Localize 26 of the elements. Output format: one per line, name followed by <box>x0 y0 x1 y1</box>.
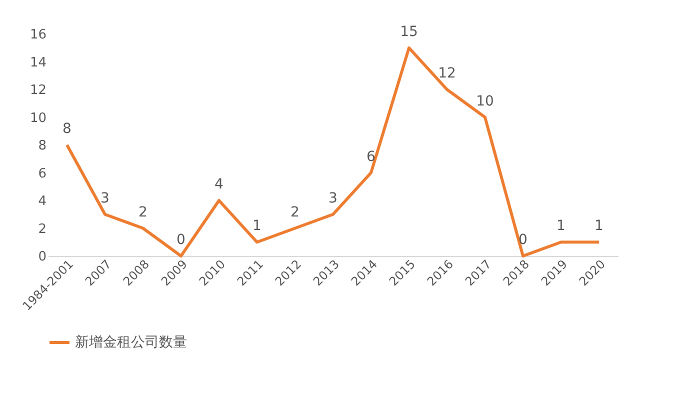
data-label: 1 <box>556 218 566 234</box>
data-label: 2 <box>290 204 300 220</box>
y-tick-label: 8 <box>38 138 46 154</box>
y-tick-label: 6 <box>38 166 46 182</box>
data-label: 0 <box>518 232 528 248</box>
y-tick-label: 12 <box>30 83 46 98</box>
data-label: 6 <box>366 148 376 165</box>
legend-label: 新增金租公司数量 <box>75 334 187 350</box>
y-tick-label: 16 <box>30 28 46 42</box>
data-label: 0 <box>176 232 186 248</box>
data-label: 3 <box>100 190 110 206</box>
data-label: 1 <box>252 218 262 234</box>
data-label: 8 <box>62 121 72 137</box>
data-label: 12 <box>438 66 456 82</box>
y-tick-label: 0 <box>38 250 46 264</box>
line-series <box>66 46 600 258</box>
y-tick-label: 4 <box>38 194 46 209</box>
data-label: 1 <box>594 218 604 234</box>
y-tick-label: 10 <box>30 110 46 126</box>
data-label: 2 <box>138 204 148 220</box>
y-tick-label: 2 <box>38 222 46 237</box>
data-label: 10 <box>476 93 494 110</box>
y-tick-label: 14 <box>30 55 46 70</box>
data-label: 3 <box>328 190 338 206</box>
data-label: 15 <box>400 24 418 40</box>
data-label: 4 <box>214 176 224 192</box>
